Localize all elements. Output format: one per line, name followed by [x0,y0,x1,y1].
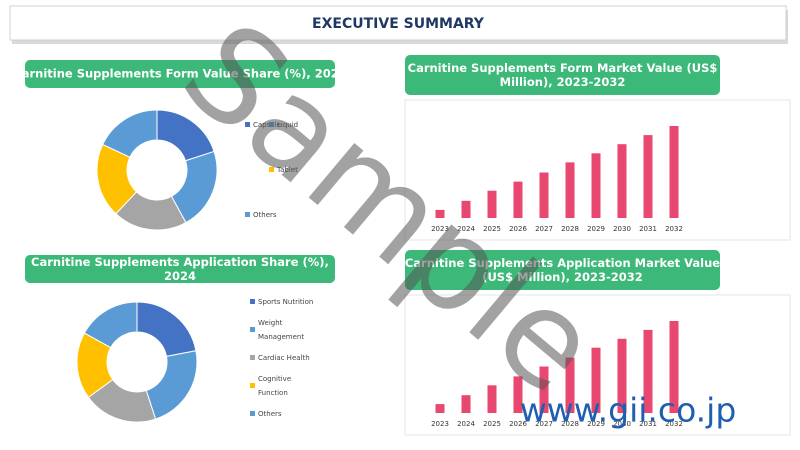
x-tick-label: 2026 [509,225,527,233]
legend-swatch [245,122,250,127]
x-tick-label: 2031 [639,225,657,233]
bar [591,153,601,218]
legend-swatch [250,327,255,332]
legend-swatch [269,167,274,172]
legend-label: Sports Nutrition [258,298,313,306]
bar [513,181,523,218]
header-title: EXECUTIVE SUMMARY [312,16,485,32]
title-pill [25,60,335,88]
legend-swatch [250,411,255,416]
legend-swatch [245,212,250,217]
legend-swatch [250,355,255,360]
legend-swatch [250,383,255,388]
x-tick-label: 2024 [457,420,475,428]
panel [404,294,791,436]
x-tick-label: 2030 [613,225,631,233]
legend-label: Capsule [253,121,281,129]
x-tick-label: 2027 [535,225,553,233]
bar [617,338,627,413]
legend-label: Cardiac Health [258,354,310,362]
x-tick-label: 2031 [639,420,657,428]
bar [461,395,471,413]
header-box [9,5,787,41]
bar [591,347,601,413]
title-pill [405,250,720,290]
title-pill [25,255,335,283]
bar [565,357,575,413]
chart-title: Carnitine Supplements Form Value Share (… [13,67,346,81]
chart-title: Carnitine Supplements Application Share … [31,255,329,283]
x-tick-label: 2023 [431,420,449,428]
x-tick-label: 2032 [665,225,683,233]
bar [565,162,575,218]
x-tick-label: 2032 [665,420,683,428]
legend-label: Liquid [277,121,298,129]
panel [404,99,791,241]
bar [487,385,497,413]
bar [643,329,653,413]
x-tick-label: 2026 [509,420,527,428]
bar [513,376,523,413]
donut-slice [83,301,138,349]
x-tick-label: 2028 [561,420,579,428]
bar [487,190,497,218]
legend-label: Cognitive Function [258,375,291,397]
legend-label: Tablet [276,166,298,174]
bar [435,404,445,413]
x-tick-label: 2027 [535,420,553,428]
x-tick-label: 2023 [431,225,449,233]
bar [539,172,549,218]
site-url: www.gii.co.jp [520,391,737,430]
legend-label: Others [258,410,282,418]
legend-label: Weight Management [258,319,304,341]
bar [669,126,679,218]
bar [643,135,653,218]
legend-swatch [250,299,255,304]
x-tick-label: 2025 [483,225,501,233]
legend-label: Others [253,211,277,219]
legend-swatch [269,122,274,127]
x-tick-label: 2025 [483,420,501,428]
x-tick-label: 2024 [457,225,475,233]
x-tick-label: 2030 [613,420,631,428]
bar [461,200,471,218]
charts: Carnitine Supplements Form Value Share (… [13,55,720,428]
bar [435,209,445,218]
bar [617,144,627,218]
chart-title: Carnitine Supplements Form Market Value … [408,61,718,89]
chart-title: Carnitine Supplements Application Market… [405,256,720,284]
bar [539,366,549,413]
x-tick-label: 2029 [587,420,605,428]
title-pill [405,55,720,95]
x-tick-label: 2029 [587,225,605,233]
x-tick-label: 2028 [561,225,579,233]
donut-slice [102,109,158,158]
bar [669,321,679,413]
